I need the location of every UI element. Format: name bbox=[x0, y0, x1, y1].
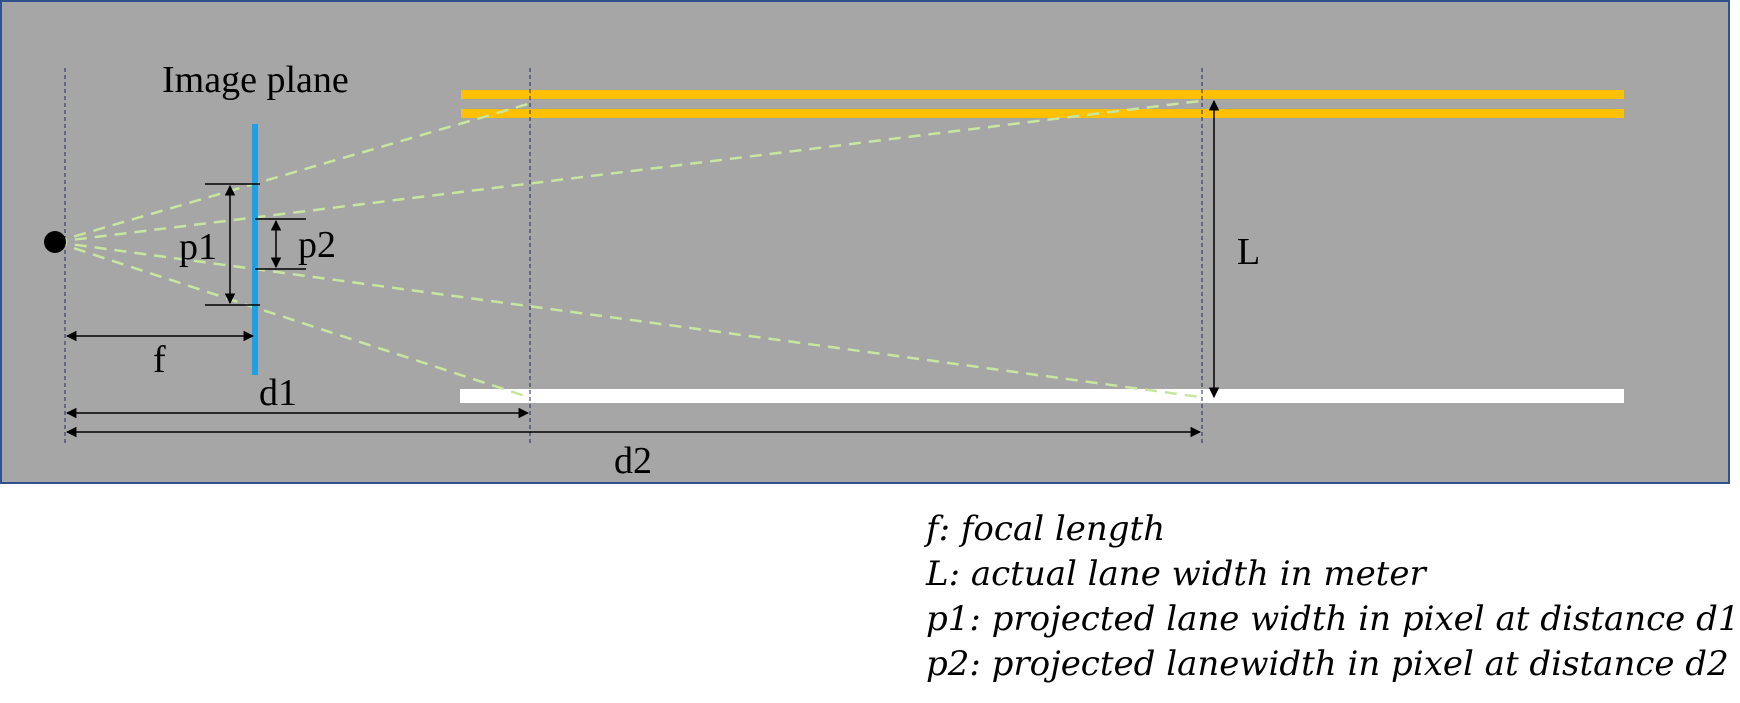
legend-item-f: f: focal length bbox=[926, 509, 1166, 549]
L-label: L bbox=[1237, 231, 1260, 273]
f-label: f bbox=[153, 339, 166, 381]
p2-dimension bbox=[255, 218, 306, 270]
legend-item-L: L: actual lane width in meter bbox=[926, 554, 1426, 594]
d2-label: d2 bbox=[614, 440, 652, 482]
legend-item-p2: p2: projected lanewidth in pixel at dist… bbox=[926, 644, 1729, 684]
p1-label: p1 bbox=[179, 226, 217, 268]
image-plane-label: Image plane bbox=[162, 59, 349, 101]
projection-rays bbox=[54, 99, 1201, 399]
legend: f: focal length L: actual lane width in … bbox=[926, 507, 1740, 687]
white-lane-line bbox=[460, 389, 1624, 403]
legend-item-p1: p1: projected lane width in pixel at dis… bbox=[926, 599, 1740, 639]
d1-label: d1 bbox=[259, 372, 297, 414]
p1-dimension bbox=[205, 183, 260, 306]
yellow-lane-line-bottom bbox=[461, 109, 1624, 118]
yellow-lane-line-top bbox=[461, 90, 1624, 99]
camera-point bbox=[44, 231, 66, 253]
p2-label: p2 bbox=[298, 224, 336, 266]
